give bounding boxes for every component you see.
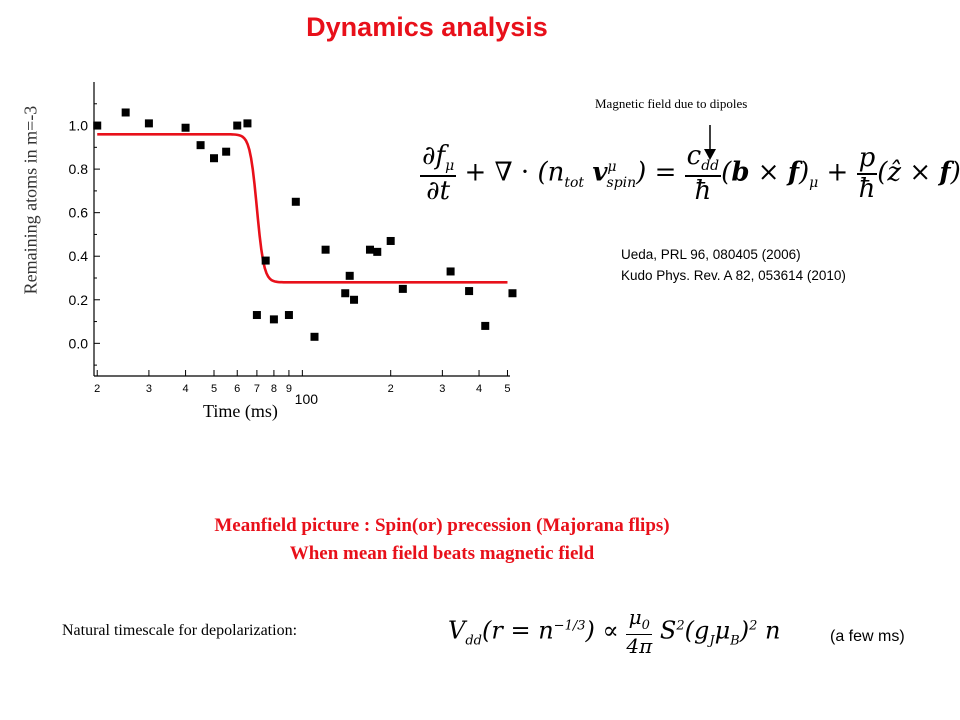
data-point [252,311,261,320]
natural-timescale-label: Natural timescale for depolarization: [62,622,298,639]
data-point [350,295,359,304]
data-point [446,267,455,276]
references: Ueda, PRL 96, 080405 (2006) Kudo Phys. R… [621,244,846,286]
data-point [386,236,395,245]
data-point [291,197,300,206]
x-tick-label: 3 [439,383,445,395]
data-point [341,289,350,298]
meanfield-line-2: When mean field beats magnetic field [289,543,595,564]
down-arrow-icon [704,125,716,160]
y-tick-label: 1.0 [69,118,89,134]
few-ms-note: (a few ms) [830,628,905,645]
y-tick-label: 0.6 [69,205,89,221]
data-point [398,284,407,293]
dipolar-energy-equation: Vdd(r = n−1/3) ∝ μ0 4π S2(gJμB)2 n [448,605,781,658]
data-point [269,315,278,324]
data-point [345,271,354,280]
data-point [196,141,205,150]
data-point [310,332,319,341]
data-point [481,321,490,330]
page-title: Dynamics analysis [306,12,548,42]
data-point [243,119,252,128]
data-point [321,245,330,254]
fit-curve [97,132,508,284]
y-tick-label: 0.0 [69,335,89,351]
x-tick-label: 3 [146,383,152,395]
data-point [93,121,102,130]
x-tick-label: 4 [476,383,482,395]
x-tick-label: 7 [254,383,260,395]
data-point [121,108,130,117]
y-tick-label: 0.2 [69,292,89,308]
dipole-field-annotation: Magnetic field due to dipoles [595,96,748,111]
data-point [233,121,242,130]
y-tick-label: 0.4 [69,248,89,264]
data-point [222,147,231,156]
x-tick-label: 6 [234,383,240,395]
data-point [181,123,190,132]
data-point [210,154,219,163]
x-tick-label: 2 [94,383,100,395]
reference-item: Kudo Phys. Rev. A 82, 053614 (2010) [621,268,846,283]
x-tick-label: 9 [286,383,292,395]
x-tick-label: 5 [504,383,510,395]
x-tick-label: 100 [295,391,319,407]
x-axis-label: Time (ms) [203,401,278,421]
x-tick-label: 4 [183,383,189,395]
data-point [261,256,270,265]
y-tick-label: 0.8 [69,161,89,177]
spin-dynamics-equation: ∂fμ ∂t + ∇ · (ntot vμspin) = cdd ħ (b × f)μ… [420,141,960,206]
data-point [465,287,474,296]
data-point [284,311,293,320]
y-axis-label: Remaining atoms in m=-3 [20,105,41,295]
data-point [373,247,382,256]
x-tick-label: 8 [271,383,277,395]
data-point [365,245,374,254]
x-tick-label: 2 [388,383,394,395]
meanfield-line-1: Meanfield picture : Spin(or) precession … [214,515,670,536]
meanfield-heading: Meanfield picture : Spin(or) precession … [0,512,884,568]
data-point [144,119,153,128]
x-tick-label: 5 [211,383,217,395]
data-point [508,289,517,298]
reference-item: Ueda, PRL 96, 080405 (2006) [621,247,801,262]
